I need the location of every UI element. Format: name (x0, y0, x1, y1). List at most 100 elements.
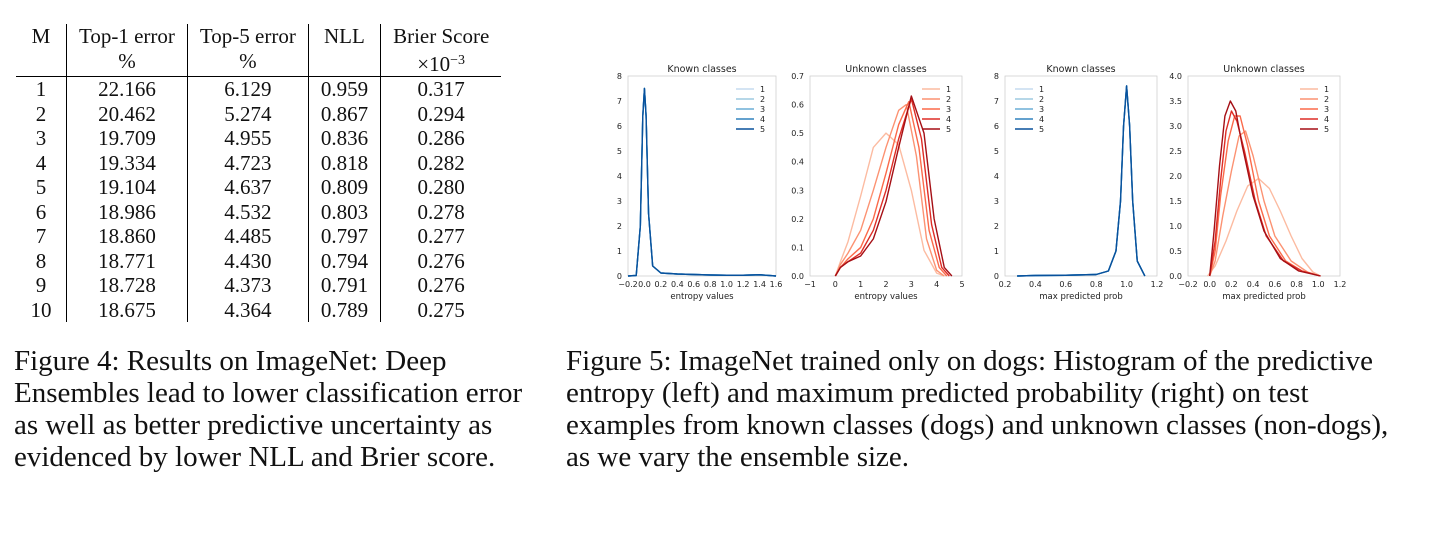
table-cell: 0.282 (380, 150, 502, 175)
chart-frame (1187, 75, 1341, 277)
chart-title: Unknown classes (845, 64, 927, 75)
table-cell: 0.277 (380, 224, 502, 249)
table-cell: 9 (35, 273, 47, 297)
table-cell: 4 (35, 150, 47, 175)
legend-label: 3 (1039, 105, 1044, 114)
series-line-4 (834, 98, 950, 277)
x-tick-label: 2 (883, 280, 888, 289)
y-tick-label: 0 (617, 272, 622, 281)
table-row: 7 18.860 4.485 0.797 0.277 (16, 224, 502, 249)
legend-label: 2 (1324, 95, 1329, 104)
table-cell: 8 (35, 248, 47, 273)
table-cell: 6.129 (186, 76, 309, 102)
table-cell: 4.723 (186, 150, 309, 175)
unit-m (16, 48, 67, 77)
table-cell: 4.532 (186, 199, 309, 224)
table-cell: 0.836 (307, 126, 381, 151)
table-cell: 4.955 (186, 126, 309, 151)
legend-label: 1 (1039, 85, 1044, 94)
results-table: M Top-1 error Top-5 error NLL Brier Scor… (16, 24, 502, 322)
legend-label: 5 (760, 125, 765, 134)
x-tick-label: 5 (959, 280, 964, 289)
series-line-2 (1209, 130, 1321, 277)
series-line-4 (627, 87, 777, 277)
legend-label: 2 (760, 95, 765, 104)
header-nll: NLL (307, 24, 381, 49)
legend-label: 4 (760, 115, 765, 124)
table-cell: 5 (35, 175, 47, 199)
table-cell: 18.728 (66, 273, 188, 298)
y-tick-label: 2 (994, 222, 999, 231)
table-cell: 0.286 (380, 126, 502, 151)
legend-label: 5 (1039, 125, 1044, 134)
figure-5-charts: Known classes−0.2 0.0 0.2 0.4 0.6 0.8 1.0 1.2 1.… (617, 64, 1346, 302)
x-tick-label: 1.4 (753, 280, 766, 289)
y-tick-label: 0.5 (791, 129, 804, 138)
unit-nll (307, 48, 381, 77)
y-tick-label: 3.5 (1169, 97, 1182, 106)
x-tick-label: 1.0 (1312, 280, 1325, 289)
x-tick-label: 0.8 (1090, 280, 1103, 289)
y-tick-label: 0.2 (791, 215, 804, 224)
table-cell: 7 (35, 224, 47, 248)
y-tick-label: 0.6 (791, 101, 804, 110)
table-row: 1 22.166 6.129 0.959 0.317 (16, 76, 502, 102)
x-tick-label: 0.4 (1247, 280, 1260, 289)
table-cell: 0.818 (307, 150, 381, 175)
table-cell: 4.430 (186, 248, 309, 273)
table-row: 9 18.728 4.373 0.791 0.276 (16, 273, 502, 298)
table-cell: 0.803 (307, 199, 381, 224)
y-tick-label: 1.0 (1169, 222, 1182, 231)
y-tick-label: 2.0 (1169, 172, 1182, 181)
x-axis-label: entropy values (670, 292, 734, 302)
chart-frame (627, 75, 777, 277)
y-tick-label: 1.5 (1169, 197, 1182, 206)
y-tick-label: 0.4 (791, 158, 804, 167)
legend-label: 1 (760, 85, 765, 94)
table-row: 2 20.462 5.274 0.867 0.294 (16, 101, 502, 126)
table-row: 6 18.986 4.532 0.803 0.278 (16, 199, 502, 224)
y-tick-label: 6 (617, 122, 622, 131)
y-tick-label: 7 (617, 97, 622, 106)
table-cell: 5.274 (186, 101, 309, 126)
table-cell: 20.462 (66, 101, 188, 126)
y-tick-label: 1 (617, 247, 622, 256)
table-cell: 0.280 (380, 175, 502, 200)
legend-label: 1 (946, 85, 951, 94)
table-cell: 10 (30, 297, 52, 322)
series-line-5 (834, 95, 953, 277)
series-line-1 (1206, 177, 1321, 277)
chart-frame (809, 75, 963, 277)
table-cell: 0.294 (380, 101, 502, 126)
y-tick-label: 7 (994, 97, 999, 106)
table-cell: 18.986 (66, 199, 188, 224)
unit-brier: ×10−3 (380, 48, 502, 77)
y-tick-label: 4.0 (1169, 72, 1182, 81)
table-cell: 0.959 (307, 76, 381, 102)
x-axis-label: max predicted prob (1039, 292, 1123, 302)
legend-label: 4 (946, 115, 951, 124)
figure-5-caption: Figure 5: ImageNet trained only on dogs:… (566, 345, 1389, 473)
legend-label: 3 (1324, 105, 1329, 114)
x-tick-label: 1.0 (1120, 280, 1133, 289)
legend-label: 5 (946, 125, 951, 134)
table-row: 4 19.334 4.723 0.818 0.282 (16, 150, 502, 175)
table-cell: 0.278 (380, 199, 502, 224)
unit-top1: % (66, 48, 188, 77)
x-tick-label: 1.6 (770, 280, 783, 289)
x-tick-label: −0.2 (1178, 280, 1197, 289)
legend-label: 3 (946, 105, 951, 114)
y-tick-label: 3 (617, 197, 622, 206)
table-cell: 0.794 (307, 248, 381, 273)
table-cell: 18.860 (66, 224, 188, 249)
table-cell: 0.789 (307, 297, 381, 322)
table-cell: 4.485 (186, 224, 309, 249)
series-line-4 (1209, 110, 1321, 277)
x-tick-label: 0.4 (1029, 280, 1042, 289)
series-line-1 (834, 132, 945, 277)
x-tick-label: 0.6 (687, 280, 700, 289)
unit-brier-exponent: −3 (450, 52, 466, 68)
series-line-5 (627, 87, 777, 277)
x-tick-label: 4 (934, 280, 939, 289)
x-tick-label: 0.0 (1203, 280, 1216, 289)
